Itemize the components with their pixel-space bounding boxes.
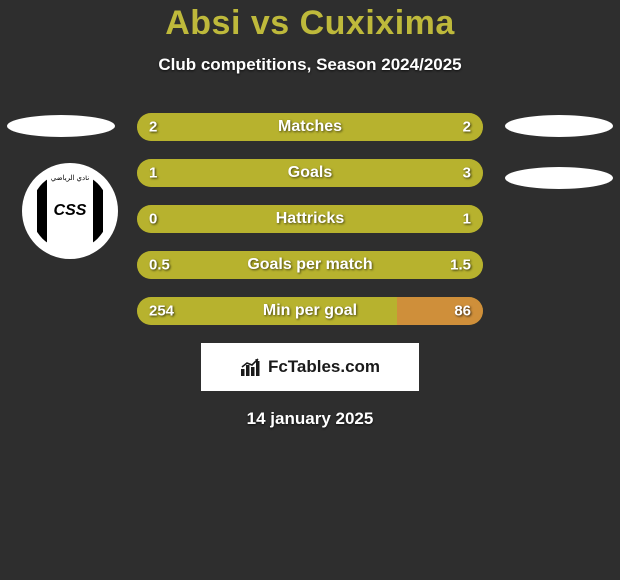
stat-row: Goals per match0.51.5 [137,251,483,279]
stat-bar-right [199,205,483,233]
stat-bar-left [137,251,224,279]
stat-bar-right [224,251,484,279]
team-ellipse-right-2 [505,167,613,189]
stat-bar-left [137,113,310,141]
stat-bar-left [137,205,199,233]
stat-bar-right [224,159,484,187]
team-logo-left: نادي الرياضي CSS [22,163,118,259]
stats-bars: Matches22 Goals13 Hattricks01 Goals per mat… [137,113,483,325]
team-ellipse-left-1 [7,115,115,137]
team-logo-text: CSS [52,202,89,220]
stat-row: Hattricks01 [137,205,483,233]
page-title: Absi vs Cuxixima [0,0,620,43]
team-logo-inner: نادي الرياضي CSS [31,172,109,250]
stat-bar-right [397,297,484,325]
stat-bar-right [310,113,483,141]
date-label: 14 january 2025 [0,409,620,429]
stat-bar-left [137,297,397,325]
stat-bar-left [137,159,224,187]
chart-area: نادي الرياضي CSS Matches22 Goals13 Hattric… [0,113,620,325]
attribution-badge: FcTables.com [201,343,419,391]
subtitle: Club competitions, Season 2024/2025 [0,55,620,75]
team-ellipse-right-1 [505,115,613,137]
stat-row: Matches22 [137,113,483,141]
team-logo-arabic: نادي الرياضي [51,174,89,182]
stat-row: Goals13 [137,159,483,187]
stat-row: Min per goal25486 [137,297,483,325]
chart-icon [240,357,262,377]
attribution-label: FcTables.com [268,357,380,377]
